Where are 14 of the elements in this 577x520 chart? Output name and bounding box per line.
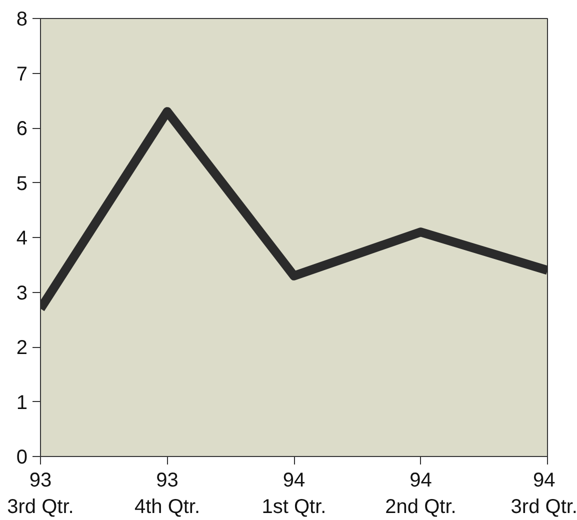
y-tick-label: 0 (16, 446, 28, 468)
y-tick-label: 1 (16, 392, 28, 414)
x-tick-label: 94 3rd Qtr. (510, 470, 577, 518)
y-tick-label: 2 (16, 337, 28, 359)
x-tick-label: 94 1st Qtr. (262, 470, 326, 518)
x-tick-label: 93 3rd Qtr. (7, 470, 74, 518)
y-tick-label: 6 (16, 118, 28, 140)
y-tick-label: 4 (16, 228, 28, 250)
x-tick-label: 94 2nd Qtr. (385, 470, 456, 518)
x-tick-label: 93 4th Qtr. (134, 470, 200, 518)
y-tick-label: 5 (16, 172, 28, 195)
y-tick-label: 8 (16, 8, 28, 30)
y-tick-label: 3 (16, 282, 28, 304)
y-tick-label: 7 (16, 63, 28, 86)
